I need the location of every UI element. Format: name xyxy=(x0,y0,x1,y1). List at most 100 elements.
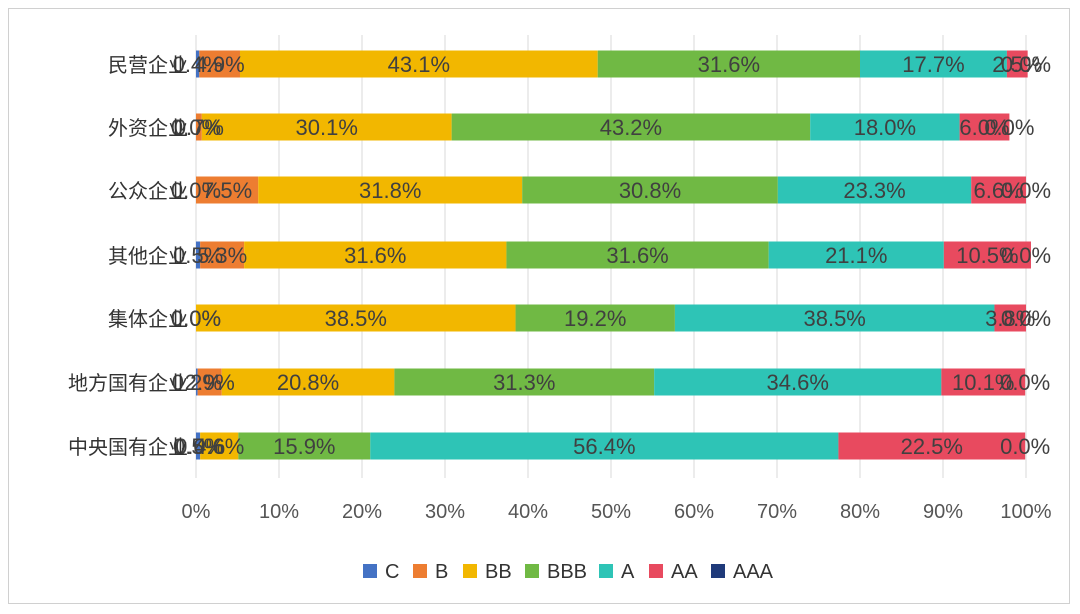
data-label: 31.6% xyxy=(344,243,406,268)
bar-segment xyxy=(971,176,1026,204)
category-label: 中央国有企业 xyxy=(68,435,188,459)
category-label: 公众企业 xyxy=(108,179,188,203)
bar-segment xyxy=(258,176,523,204)
data-label: 6.0% xyxy=(959,115,1009,140)
data-label: 22.5% xyxy=(901,434,963,459)
data-label: 0.5% xyxy=(173,243,223,268)
data-label: 56.4% xyxy=(573,434,635,459)
data-label: 19.2% xyxy=(564,306,626,331)
data-label: 0.0% xyxy=(171,306,221,331)
bar-segment xyxy=(201,113,452,141)
bar-segment xyxy=(994,304,1026,332)
data-label: 0.2% xyxy=(172,370,222,395)
bar-segment xyxy=(654,368,942,396)
x-tick-label: 10% xyxy=(259,501,299,523)
data-label: 0.0% xyxy=(1001,306,1051,331)
data-label: 31.6% xyxy=(698,52,760,77)
bar-segment xyxy=(196,241,201,269)
category-label: 外资企业 xyxy=(108,116,188,140)
bar-segment xyxy=(451,113,811,141)
data-label: 0.0% xyxy=(1001,52,1051,77)
data-label: 31.6% xyxy=(606,243,668,268)
bar-segment xyxy=(941,368,1026,396)
data-label: 6.6% xyxy=(974,178,1024,203)
bar-segment xyxy=(522,176,778,204)
data-label: 0.0% xyxy=(1001,178,1051,203)
legend-swatch xyxy=(599,564,613,578)
bar-segment xyxy=(196,368,198,396)
data-label: 0.0% xyxy=(171,178,221,203)
bar-segment xyxy=(238,432,371,460)
data-label: 7.5% xyxy=(202,178,252,203)
data-label: 0.0% xyxy=(175,434,225,459)
data-label: 18.0% xyxy=(854,115,916,140)
data-label: 3.8% xyxy=(985,306,1035,331)
bar-segment xyxy=(239,50,598,78)
bar-segment xyxy=(244,241,507,269)
bar-segment xyxy=(394,368,655,396)
data-label: 0.0% xyxy=(1000,370,1050,395)
bar-segment xyxy=(196,176,259,204)
data-label: 0.0% xyxy=(1001,243,1051,268)
data-label: 21.1% xyxy=(825,243,887,268)
bar-segment xyxy=(597,50,860,78)
bar-segment xyxy=(959,113,1010,141)
legend-swatch xyxy=(413,564,427,578)
bar-segment xyxy=(838,432,1026,460)
data-label: 10.1% xyxy=(952,370,1014,395)
data-label: 4.9% xyxy=(195,52,245,77)
legend-label: B xyxy=(435,561,448,583)
x-tick-label: 100% xyxy=(1000,501,1051,523)
data-label: 31.3% xyxy=(493,370,555,395)
category-label: 民营企业 xyxy=(108,53,188,77)
data-label: 0.0% xyxy=(171,115,221,140)
x-tick-label: 20% xyxy=(342,501,382,523)
legend-swatch xyxy=(463,564,477,578)
category-label: 其他企业 xyxy=(108,244,188,268)
data-label: 0.0% xyxy=(1000,434,1050,459)
bar-segment xyxy=(370,432,839,460)
data-label: 0.0% xyxy=(984,115,1034,140)
bar-segment xyxy=(199,50,240,78)
bar-segment xyxy=(200,241,245,269)
legend-swatch xyxy=(649,564,663,578)
legend-label: AA xyxy=(671,561,698,583)
data-label: 10.5% xyxy=(956,243,1018,268)
data-label: 38.5% xyxy=(803,306,865,331)
data-label: 4.6% xyxy=(194,434,244,459)
data-label: 0.4% xyxy=(173,52,223,77)
data-label: 34.6% xyxy=(767,370,829,395)
legend-label: AAA xyxy=(733,561,774,583)
x-tick-label: 70% xyxy=(757,501,797,523)
bar-segment xyxy=(196,50,200,78)
data-label: 17.7% xyxy=(902,52,964,77)
bar-segment xyxy=(674,304,995,332)
data-label: 43.1% xyxy=(388,52,450,77)
legend-label: BB xyxy=(485,561,512,583)
bar-segment xyxy=(196,432,201,460)
legend-swatch xyxy=(711,564,725,578)
bar-segment xyxy=(768,241,944,269)
x-tick-label: 50% xyxy=(591,501,631,523)
bar-segment xyxy=(860,50,1007,78)
legend-label: C xyxy=(385,561,399,583)
category-label: 地方国有企业 xyxy=(68,371,188,395)
data-label: 23.3% xyxy=(843,178,905,203)
bar-segment xyxy=(506,241,769,269)
x-tick-label: 80% xyxy=(840,501,880,523)
bar-segment xyxy=(777,176,972,204)
x-tick-label: 60% xyxy=(674,501,714,523)
data-label: 43.2% xyxy=(600,115,662,140)
x-tick-label: 40% xyxy=(508,501,548,523)
data-label: 2.9% xyxy=(185,370,235,395)
data-label: 20.8% xyxy=(277,370,339,395)
data-label: 15.9% xyxy=(273,434,335,459)
data-label: 0.0% xyxy=(171,306,221,331)
bar-segment xyxy=(810,113,960,141)
bar-segment xyxy=(200,432,239,460)
bar-segment xyxy=(196,113,202,141)
data-label: 31.8% xyxy=(359,178,421,203)
category-label: 集体企业 xyxy=(108,307,188,331)
bar-segment xyxy=(197,368,222,396)
